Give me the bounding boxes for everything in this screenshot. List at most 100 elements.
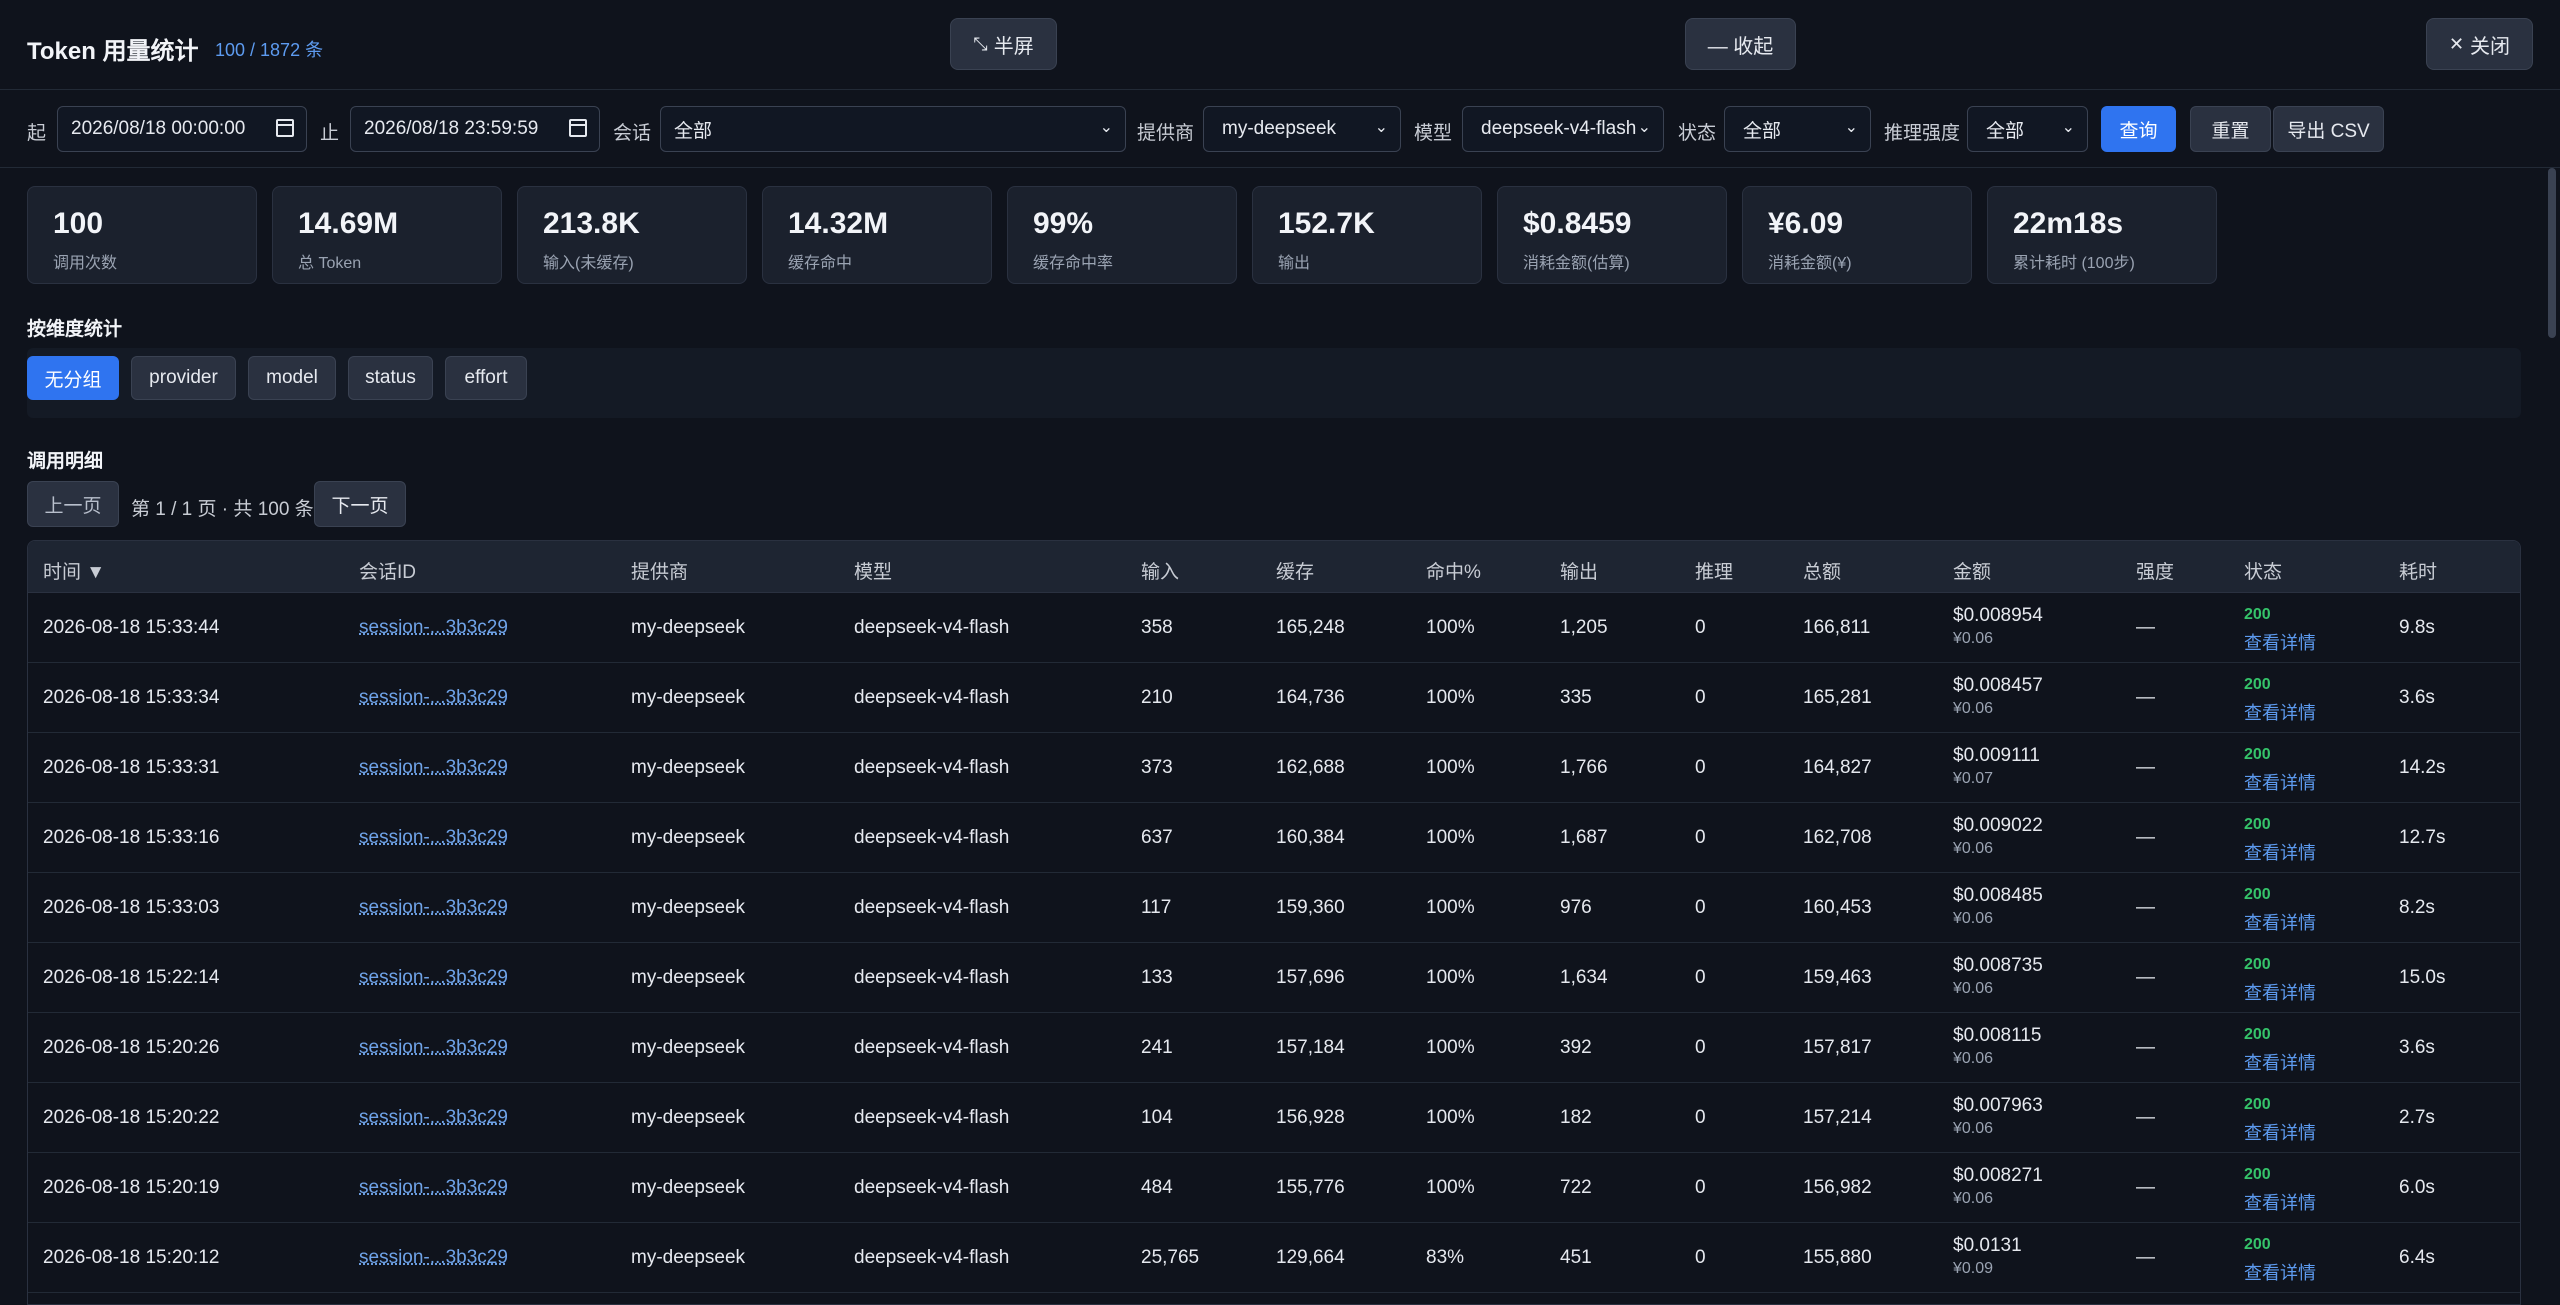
scrollbar[interactable] xyxy=(2548,168,2556,338)
session-link[interactable]: session-...3b3c29 xyxy=(359,967,508,988)
record-count: 100 / 1872 条 xyxy=(215,40,324,60)
close-button[interactable]: ✕ 关闭 xyxy=(2426,18,2533,70)
cell-hit-rate: 100% xyxy=(1426,967,1475,988)
cell-model: deepseek-v4-flash xyxy=(854,757,1010,778)
export-csv-button[interactable]: 导出 CSV xyxy=(2273,106,2384,152)
chip-provider[interactable]: provider xyxy=(131,356,236,400)
next-page-button[interactable]: 下一页 xyxy=(314,481,406,527)
view-details-link[interactable]: 查看详情 xyxy=(2244,633,2316,653)
cell-time: 2026-08-18 15:20:19 xyxy=(43,1177,220,1198)
cell-effort: — xyxy=(2136,757,2155,778)
stat-label: 累计耗时 (100步) xyxy=(2013,255,2135,272)
status-label: 状态 xyxy=(1678,123,1717,144)
start-time-input[interactable]: 2026/08/18 00:00:00 xyxy=(57,106,307,152)
collapse-button[interactable]: — 收起 xyxy=(1685,18,1796,70)
header-cache: 缓存 xyxy=(1276,562,1315,583)
stat-value: 152.7K xyxy=(1278,207,1375,240)
calendar-icon[interactable] xyxy=(276,119,294,137)
half-screen-button[interactable]: ⤡ 半屏 xyxy=(950,18,1057,70)
view-details-link[interactable]: 查看详情 xyxy=(2244,843,2316,863)
stat-card-input: 213.8K 输入(未缓存) xyxy=(517,186,747,284)
status-code: 200 xyxy=(2244,1166,2271,1183)
session-link[interactable]: session-...3b3c29 xyxy=(359,617,508,638)
session-link[interactable]: session-...3b3c29 xyxy=(359,1107,508,1128)
cell-total: 155,880 xyxy=(1803,1247,1872,1268)
stat-label: 调用次数 xyxy=(53,255,118,272)
stat-value: 99% xyxy=(1033,207,1094,240)
chip-effort[interactable]: effort xyxy=(445,356,527,400)
session-link[interactable]: session-...3b3c29 xyxy=(359,1177,508,1198)
cell-time: 2026-08-18 15:33:03 xyxy=(43,897,220,918)
cell-amount-cny: ¥0.07 xyxy=(1953,770,1994,787)
view-details-link[interactable]: 查看详情 xyxy=(2244,1123,2316,1143)
effort-select[interactable]: 全部 ⌄ xyxy=(1967,106,2088,152)
cell-model: deepseek-v4-flash xyxy=(854,1107,1010,1128)
cell-amount-cny: ¥0.06 xyxy=(1953,630,1994,647)
end-time-label: 止 xyxy=(320,123,340,144)
cell-effort: — xyxy=(2136,1247,2155,1268)
query-button[interactable]: 查询 xyxy=(2101,106,2176,152)
model-select[interactable]: deepseek-v4-flash ⌄ xyxy=(1462,106,1664,152)
session-select[interactable]: 全部 ⌄ xyxy=(660,106,1126,152)
table-row: 2026-08-18 15:33:03 session-...3b3c29 my-d… xyxy=(28,873,2520,943)
chevron-down-icon: ⌄ xyxy=(1844,119,1858,136)
stat-value: ¥6.09 xyxy=(1768,207,1844,240)
view-details-link[interactable]: 查看详情 xyxy=(2244,1053,2316,1073)
view-details-link[interactable]: 查看详情 xyxy=(2244,983,2316,1003)
header-effort: 强度 xyxy=(2136,562,2175,583)
cell-amount-usd: $0.009111 xyxy=(1953,745,2040,766)
session-link[interactable]: session-...3b3c29 xyxy=(359,827,508,848)
view-details-link[interactable]: 查看详情 xyxy=(2244,1193,2316,1213)
calendar-icon[interactable] xyxy=(569,119,587,137)
chip-model[interactable]: model xyxy=(248,356,336,400)
status-code: 200 xyxy=(2244,676,2271,693)
status-select[interactable]: 全部 ⌄ xyxy=(1724,106,1871,152)
start-time-value: 2026/08/18 00:00:00 xyxy=(71,118,246,139)
cell-output: 1,766 xyxy=(1560,757,1608,778)
cell-amount-usd: $0.008954 xyxy=(1953,605,2043,626)
cell-model: deepseek-v4-flash xyxy=(854,967,1010,988)
status-code: 200 xyxy=(2244,956,2271,973)
view-details-link[interactable]: 查看详情 xyxy=(2244,913,2316,933)
session-link[interactable]: session-...3b3c29 xyxy=(359,1247,508,1268)
status-code: 200 xyxy=(2244,606,2271,623)
session-link[interactable]: session-...3b3c29 xyxy=(359,757,508,778)
cell-hit-rate: 100% xyxy=(1426,687,1475,708)
status-code: 200 xyxy=(2244,1026,2271,1043)
cell-reasoning: 0 xyxy=(1695,1247,1706,1268)
view-details-link[interactable]: 查看详情 xyxy=(2244,1263,2316,1283)
session-link[interactable]: session-...3b3c29 xyxy=(359,1037,508,1058)
stat-value: 14.69M xyxy=(298,207,399,240)
session-link[interactable]: session-...3b3c29 xyxy=(359,687,508,708)
cell-cache: 129,664 xyxy=(1276,1247,1345,1268)
cell-amount-cny: ¥0.06 xyxy=(1953,1050,1994,1067)
cell-input: 637 xyxy=(1141,827,1173,848)
cell-provider: my-deepseek xyxy=(631,827,746,848)
view-details-link[interactable]: 查看详情 xyxy=(2244,703,2316,723)
cell-time: 2026-08-18 15:33:34 xyxy=(43,687,220,708)
cell-amount-usd: $0.007963 xyxy=(1953,1095,2043,1116)
cell-duration: 3.6s xyxy=(2399,687,2435,708)
prev-page-button[interactable]: 上一页 xyxy=(27,481,119,527)
cell-hit-rate: 100% xyxy=(1426,897,1475,918)
session-link[interactable]: session-...3b3c29 xyxy=(359,897,508,918)
view-details-link[interactable]: 查看详情 xyxy=(2244,773,2316,793)
cell-total: 165,281 xyxy=(1803,687,1872,708)
chip-no-group[interactable]: 无分组 xyxy=(27,356,119,400)
cell-amount-usd: $0.008485 xyxy=(1953,885,2043,906)
cell-cache: 160,384 xyxy=(1276,827,1345,848)
cell-time: 2026-08-18 15:33:31 xyxy=(43,757,220,778)
reset-button[interactable]: 重置 xyxy=(2190,106,2271,152)
cell-model: deepseek-v4-flash xyxy=(854,687,1010,708)
header-hit-rate: 命中% xyxy=(1426,562,1481,583)
cell-reasoning: 0 xyxy=(1695,757,1706,778)
cell-time: 2026-08-18 15:22:14 xyxy=(43,967,220,988)
stat-value: 213.8K xyxy=(543,207,640,240)
end-time-input[interactable]: 2026/08/18 23:59:59 xyxy=(350,106,600,152)
provider-select[interactable]: my-deepseek ⌄ xyxy=(1203,106,1401,152)
cell-amount-cny: ¥0.06 xyxy=(1953,1190,1994,1207)
cell-reasoning: 0 xyxy=(1695,1177,1706,1198)
header-time[interactable]: 时间 ▼ xyxy=(43,562,106,583)
cell-cache: 159,360 xyxy=(1276,897,1345,918)
chip-status[interactable]: status xyxy=(348,356,433,400)
